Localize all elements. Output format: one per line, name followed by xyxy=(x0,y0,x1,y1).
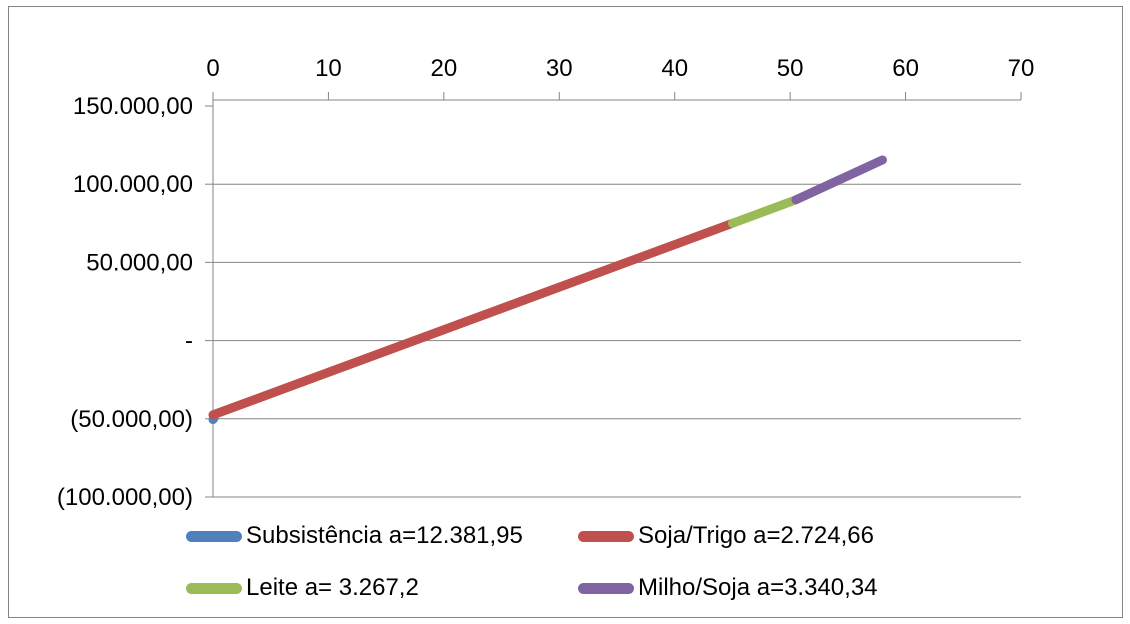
y-tick-label: - xyxy=(185,328,193,355)
y-tick-label: 50.000,00 xyxy=(86,249,193,276)
series-line-2 xyxy=(727,195,801,228)
series-lines xyxy=(208,155,887,425)
legend-swatch xyxy=(186,582,242,594)
series-line-1 xyxy=(208,218,737,420)
x-tick-label: 50 xyxy=(777,55,804,82)
y-tick-label: (100.000,00) xyxy=(57,484,193,511)
gridlines xyxy=(213,183,1021,420)
legend-label: Leite a= 3.267,2 xyxy=(246,574,419,601)
legend-label: Soja/Trigo a=2.724,66 xyxy=(638,522,874,549)
legend-swatch xyxy=(578,582,634,594)
x-tick-label: 70 xyxy=(1008,55,1035,82)
chart-area xyxy=(8,6,1123,618)
x-tick-label: 10 xyxy=(315,55,342,82)
legend-swatch xyxy=(186,530,242,542)
x-tick-label: 30 xyxy=(546,55,573,82)
y-tick-label: 100.000,00 xyxy=(73,171,193,198)
x-tick-label: 40 xyxy=(661,55,688,82)
series-line-3 xyxy=(791,155,887,205)
legend-item-subsistencia: Subsistência a=12.381,95 xyxy=(186,522,523,550)
legend-item-milho-soja: Milho/Soja a=3.340,34 xyxy=(578,574,878,602)
axes xyxy=(205,92,1022,498)
tick-labels: 150.000,00 100.000,00 50.000,00 - (50.000,00… xyxy=(57,55,1034,511)
legend-item-soja-trigo: Soja/Trigo a=2.724,66 xyxy=(578,522,874,550)
legend-item-leite: Leite a= 3.267,2 xyxy=(186,574,419,602)
legend-label: Subsistência a=12.381,95 xyxy=(246,522,523,549)
x-tick-label: 0 xyxy=(206,55,219,82)
x-tick-label: 60 xyxy=(892,55,919,82)
x-tick-label: 20 xyxy=(431,55,458,82)
legend-swatch xyxy=(578,530,634,542)
legend-label: Milho/Soja a=3.340,34 xyxy=(638,574,878,601)
y-tick-label: (50.000,00) xyxy=(70,406,193,433)
y-tick-label: 150.000,00 xyxy=(73,93,193,120)
